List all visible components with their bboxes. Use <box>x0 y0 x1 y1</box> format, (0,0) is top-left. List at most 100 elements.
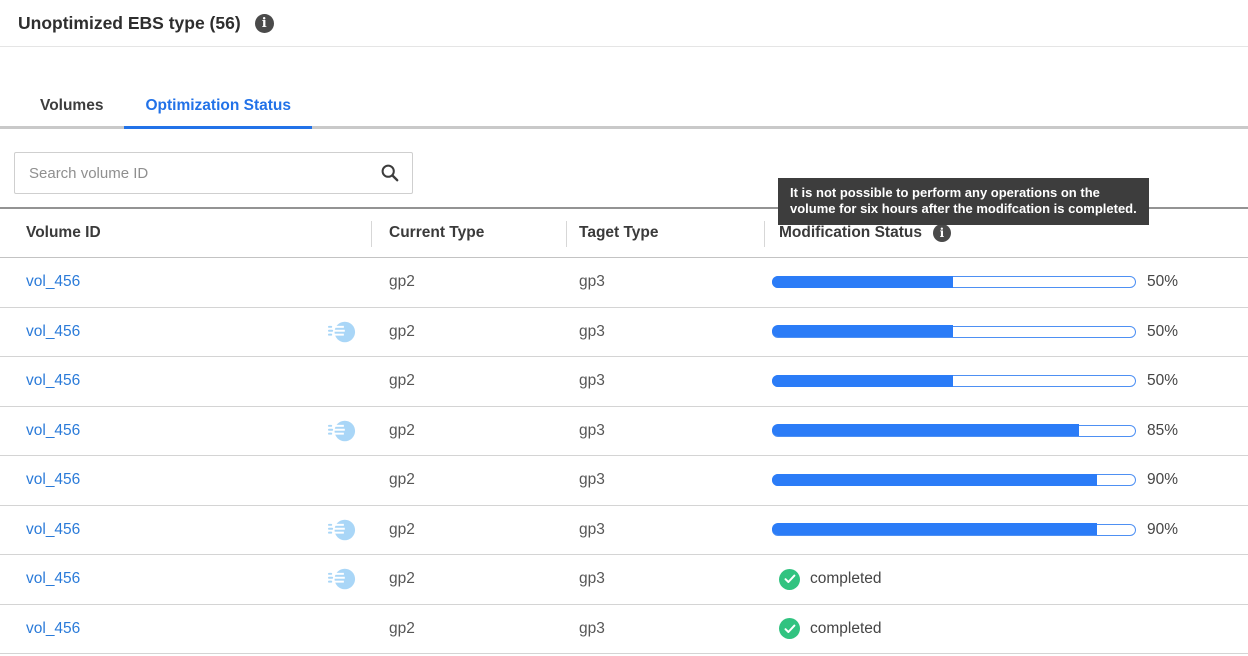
progress-bar-group: 50% <box>771 273 1179 291</box>
tooltip-line: It is not possible to perform any operat… <box>790 185 1100 200</box>
column-divider <box>371 221 372 247</box>
table-row: vol_456 gp2 gp3 90% <box>0 456 1248 506</box>
current-type-cell: gp2 <box>389 619 415 637</box>
progress-percent: 90% <box>1147 471 1179 489</box>
optimization-status-table: Volume ID Current Type Taget Type Modifi… <box>0 207 1248 656</box>
progress-percent: 85% <box>1147 421 1179 439</box>
progress-percent: 90% <box>1147 520 1179 538</box>
column-header-label: Modification Status <box>779 224 922 241</box>
target-type-cell: gp3 <box>579 471 605 489</box>
progress-percent: 50% <box>1147 372 1179 390</box>
target-type-cell: gp3 <box>579 273 605 291</box>
fast-snapshot-icon <box>328 568 356 590</box>
modification-status-cell: 85% <box>764 422 1248 440</box>
completed-label: completed <box>810 570 882 588</box>
table-row: vol_456 gp2 gp3 85% <box>0 406 1248 456</box>
modification-status-cell: completed <box>764 568 1248 590</box>
column-divider <box>764 221 765 247</box>
current-type-cell: gp2 <box>389 520 415 538</box>
search-input[interactable] <box>15 153 368 193</box>
progress-bar-fill <box>771 374 953 387</box>
progress-bar <box>771 275 1136 289</box>
page-title: Unoptimized EBS type (56) <box>18 12 241 33</box>
table-row: vol_456 gp2 gp3 <box>0 604 1248 654</box>
fast-snapshot-icon <box>328 420 356 442</box>
volume-id-cell: vol_456 <box>0 369 371 393</box>
target-type-cell: gp3 <box>579 372 605 390</box>
column-header-label: Current Type <box>389 224 485 241</box>
volume-id-cell: vol_456 <box>0 617 371 641</box>
volume-id-cell: vol_456 <box>0 567 371 591</box>
progress-percent: 50% <box>1147 322 1179 340</box>
table-row: vol_456 gp2 gp3 90% <box>0 505 1248 555</box>
completed-label: completed <box>810 619 882 637</box>
completed-status: completed <box>779 568 882 590</box>
volume-id-link[interactable]: vol_456 <box>26 273 81 291</box>
modification-status-cell: 90% <box>764 471 1248 489</box>
current-type-cell: gp2 <box>389 273 415 291</box>
tooltip: It is not possible to perform any operat… <box>778 178 1149 225</box>
progress-percent: 50% <box>1147 273 1179 291</box>
progress-bar-group: 85% <box>771 421 1179 440</box>
current-type-cell: gp2 <box>389 570 415 588</box>
column-header-volume-id: Volume ID <box>0 209 371 257</box>
progress-bar <box>771 424 1136 437</box>
column-divider <box>566 221 567 247</box>
progress-bar-group: 50% <box>771 372 1179 390</box>
modification-status-cell: completed <box>764 618 1248 640</box>
progress-bar-fill <box>771 325 953 338</box>
modification-status-info-icon[interactable]: i <box>932 224 951 242</box>
column-header-label: Taget Type <box>579 224 659 241</box>
table-row: vol_456 gp2 gp3 50% <box>0 258 1248 308</box>
progress-bar-fill <box>771 424 1080 437</box>
volume-id-link[interactable]: vol_456 <box>26 570 81 588</box>
volume-id-link[interactable]: vol_456 <box>26 372 81 390</box>
volume-id-cell: vol_456 <box>0 419 371 443</box>
volume-id-link[interactable]: vol_456 <box>26 471 81 489</box>
volume-id-cell: vol_456 <box>0 518 371 542</box>
fast-snapshot-icon <box>328 519 356 541</box>
modification-status-cell: 50% <box>764 273 1248 291</box>
volume-id-link[interactable]: vol_456 <box>26 322 81 340</box>
column-header-label: Volume ID <box>26 224 101 241</box>
search-box <box>14 152 413 194</box>
progress-bar-fill <box>771 473 1098 486</box>
target-type-cell: gp3 <box>579 520 605 538</box>
tab-volumes[interactable]: Volumes <box>40 97 104 114</box>
target-type-cell: gp3 <box>579 570 605 588</box>
completed-status: completed <box>779 618 882 640</box>
progress-bar-fill <box>771 523 1098 536</box>
modification-status-cell: 90% <box>764 521 1248 539</box>
table-row: vol_456 gp2 gp3 50% <box>0 357 1248 407</box>
volume-id-cell: vol_456 <box>0 468 371 492</box>
search-icon[interactable] <box>368 153 412 193</box>
table-row: vol_456 gp2 gp3 50% <box>0 307 1248 357</box>
current-type-cell: gp2 <box>389 322 415 340</box>
progress-bar <box>771 473 1136 487</box>
tab-optimization-status[interactable]: Optimization Status <box>124 97 312 129</box>
target-type-cell: gp3 <box>579 322 605 340</box>
current-type-cell: gp2 <box>389 372 415 390</box>
volume-id-link[interactable]: vol_456 <box>26 619 81 637</box>
modification-status-cell: 50% <box>764 323 1248 341</box>
current-type-cell: gp2 <box>389 421 415 439</box>
check-icon <box>779 568 800 590</box>
progress-bar-fill <box>771 275 953 288</box>
progress-bar <box>771 374 1136 388</box>
column-header-modification-status: Modification Status i <box>764 209 1248 257</box>
volume-id-link[interactable]: vol_456 <box>26 421 81 439</box>
volume-id-cell: vol_456 <box>0 270 371 294</box>
volume-id-link[interactable]: vol_456 <box>26 520 81 538</box>
table-row: vol_456 gp2 gp3 <box>0 555 1248 605</box>
check-icon <box>779 618 800 640</box>
info-icon[interactable]: i <box>254 13 274 33</box>
progress-bar-group: 90% <box>771 520 1179 539</box>
page-header: Unoptimized EBS type (56) i <box>0 0 1248 47</box>
modification-status-cell: 50% <box>764 372 1248 390</box>
tab-bar-divider <box>0 126 1248 129</box>
table-header-row: Volume ID Current Type Taget Type Modifi… <box>0 209 1248 258</box>
tooltip-line: volume for six hours after the modifcati… <box>790 201 1137 216</box>
volume-id-cell: vol_456 <box>0 320 371 344</box>
progress-bar <box>771 523 1136 536</box>
